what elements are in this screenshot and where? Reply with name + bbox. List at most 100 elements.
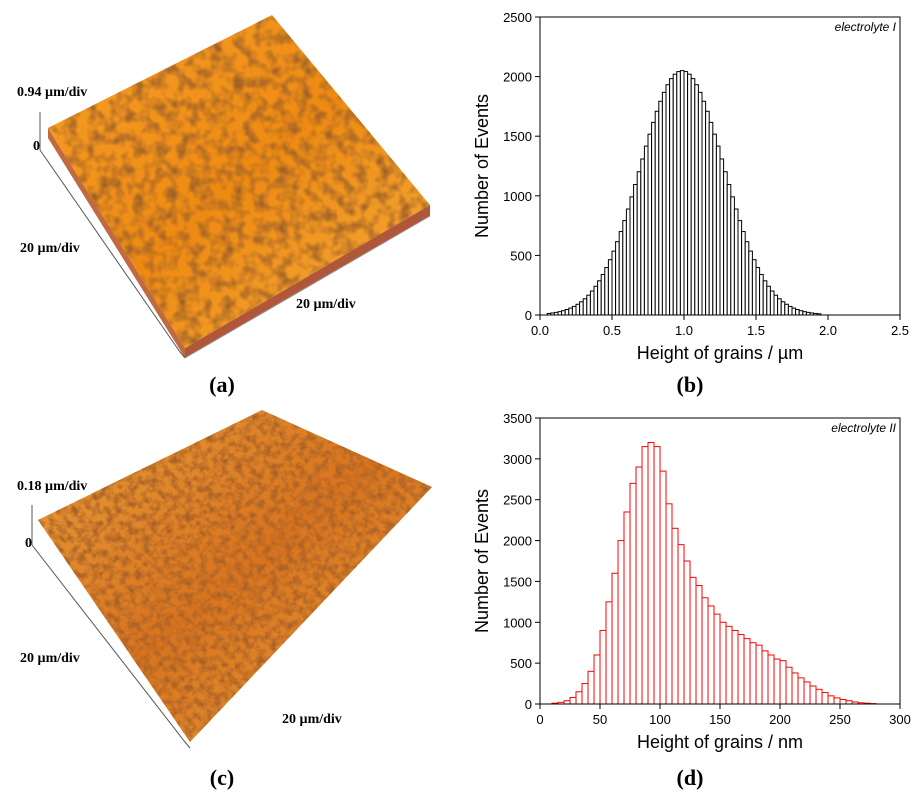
bar — [653, 446, 661, 705]
bar — [762, 280, 768, 316]
x-tick-label: 300 — [889, 712, 911, 727]
bar — [654, 110, 660, 316]
bar — [669, 78, 674, 316]
bar — [661, 91, 667, 316]
bar — [744, 241, 750, 316]
bar — [599, 629, 607, 705]
afm-image: 0.94 µm/div 0 20 µm/div 20 µm/div (a) — [17, 15, 431, 397]
surface-side — [48, 128, 185, 358]
bar — [748, 250, 753, 316]
bar — [581, 683, 589, 705]
bar — [633, 183, 638, 316]
bar — [582, 298, 588, 316]
bar — [725, 625, 733, 705]
x-tick-label: 1.0 — [675, 323, 693, 338]
bar — [593, 285, 599, 316]
bar — [643, 145, 649, 316]
bar — [665, 503, 673, 705]
bar — [791, 672, 799, 705]
bar — [611, 250, 617, 316]
bar — [615, 241, 620, 316]
bar — [815, 688, 823, 705]
x-scale: 20 µm/div — [296, 297, 356, 312]
bar — [712, 133, 717, 316]
x-tick-label: 0.0 — [531, 323, 549, 338]
bar — [697, 91, 703, 316]
annotation: electrolyte I — [835, 20, 897, 34]
bar — [689, 576, 697, 705]
bar — [773, 658, 781, 705]
bar — [641, 446, 649, 705]
x-tick-label: 1.5 — [747, 323, 765, 338]
bar — [651, 121, 656, 316]
bar — [683, 71, 689, 316]
bar — [777, 298, 782, 316]
bar — [719, 621, 727, 705]
z-zero: 0 — [25, 536, 32, 551]
bar — [708, 121, 714, 316]
bar — [658, 100, 663, 316]
z-zero: 0 — [33, 139, 40, 154]
histogram: 0 500 1000 1500 2000 2500 0.0 0.5 1.0 1.5 2.0 2.5 He… — [472, 10, 909, 397]
bar — [605, 601, 613, 705]
bar — [575, 691, 583, 705]
bar — [779, 660, 787, 705]
bar — [737, 220, 743, 316]
bar — [569, 696, 577, 705]
bar — [586, 294, 591, 316]
bar — [797, 677, 805, 705]
bar — [629, 482, 637, 705]
bar — [593, 654, 601, 705]
y-tick-label: 2000 — [503, 534, 532, 549]
x-scale: 20 µm/div — [282, 712, 342, 727]
y-tick-label: 0 — [525, 697, 532, 712]
y-scale: 20 µm/div — [20, 241, 80, 256]
bar — [687, 73, 692, 316]
bar — [683, 560, 691, 705]
afm-image: 0.18 µm/div 0 20 µm/div 20 µm/div (c) — [17, 410, 432, 790]
bar — [579, 301, 584, 316]
bar — [607, 259, 613, 316]
bar — [730, 196, 735, 316]
y-tick-label: 1500 — [503, 574, 532, 589]
bar — [597, 280, 602, 316]
x-tick-label: 0.5 — [603, 323, 621, 338]
bar — [737, 634, 745, 705]
bar — [705, 110, 710, 316]
panel-label: (c) — [210, 765, 234, 790]
bar — [733, 208, 739, 316]
panel-label: (a) — [209, 372, 235, 397]
bar — [787, 305, 793, 316]
y-tick-label: 2500 — [503, 10, 532, 25]
bar — [625, 208, 631, 316]
bar — [803, 681, 811, 705]
x-tick-label: 2.5 — [891, 323, 909, 338]
bar — [568, 307, 573, 316]
bar — [773, 294, 779, 316]
bar — [707, 605, 715, 705]
bar — [749, 642, 757, 705]
bar — [623, 511, 631, 705]
bar — [690, 78, 696, 316]
histogram: 0 500 1000 1500 2000 2500 3000 3500 0 50 100 150 200… — [472, 411, 911, 790]
bar — [640, 158, 645, 316]
y-tick-label: 500 — [510, 656, 532, 671]
y-tick-label: 1500 — [503, 129, 532, 144]
bar — [769, 290, 775, 316]
bar — [802, 311, 807, 316]
bar — [604, 267, 609, 316]
x-tick-label: 100 — [649, 712, 671, 727]
bar — [784, 303, 789, 316]
bar — [611, 572, 619, 705]
bar — [589, 290, 595, 316]
bar — [791, 307, 797, 316]
bar — [617, 540, 625, 705]
bar — [701, 597, 709, 705]
y-tick-label: 500 — [510, 248, 532, 263]
bar — [795, 309, 800, 316]
bar — [719, 158, 725, 316]
panel-label: (b) — [677, 372, 704, 397]
bar — [743, 638, 751, 705]
x-tick-label: 0 — [536, 712, 543, 727]
x-tick-label: 50 — [593, 712, 607, 727]
